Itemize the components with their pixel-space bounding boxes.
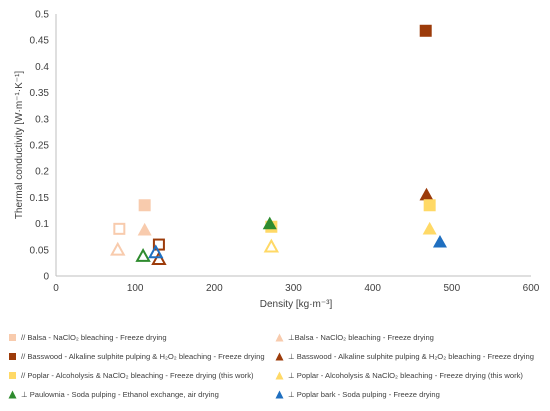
y-tick-label: 0 (43, 272, 49, 283)
x-tick-label: 0 (53, 283, 59, 294)
legend-triangle-swatch (275, 390, 284, 399)
y-tick-label: 0.35 (30, 88, 50, 99)
hollow-triangle-marker (135, 248, 151, 262)
legend-triangle-swatch (275, 371, 284, 380)
x-tick-label: 100 (127, 283, 144, 294)
legend-label: // Poplar - Alcoholysis & NaClO₂ bleachi… (21, 371, 254, 380)
triangle-marker (422, 221, 437, 235)
legend-square-swatch (9, 334, 16, 341)
legend-label: ⊥ Poplar bark - Soda pulping - Freeze dr… (288, 390, 440, 399)
legend-square-swatch (9, 372, 16, 379)
x-tick-label: 500 (443, 283, 460, 294)
y-tick-label: 0.3 (35, 114, 49, 125)
triangle-marker (137, 222, 152, 236)
legend-label: ⊥ Basswood - Alkaline sulphite pulping &… (288, 352, 534, 361)
hollow-triangle-marker (263, 238, 280, 253)
square-marker (138, 199, 151, 212)
square-marker (419, 24, 432, 37)
legend-item: ⊥ Paulownia - Soda pulping - Ethanol exc… (8, 390, 219, 399)
legend-item: ⊥ Basswood - Alkaline sulphite pulping &… (275, 352, 534, 361)
x-tick-label: 400 (364, 283, 381, 294)
y-tick-label: 0.05 (30, 245, 50, 256)
chart-axes (55, 14, 531, 277)
legend-item: // Basswood - Alkaline sulphite pulping … (8, 352, 265, 361)
y-tick-label: 0.4 (35, 62, 49, 73)
hollow-triangle-marker (148, 244, 164, 259)
hollow-square-marker (113, 222, 126, 235)
chart-legend: // Balsa - NaClO₂ bleaching - Freeze dry… (0, 328, 550, 408)
legend-triangle-swatch (8, 390, 17, 399)
triangle-marker (419, 187, 434, 201)
legend-label: ⊥ Paulownia - Soda pulping - Ethanol exc… (21, 390, 219, 399)
legend-item: ⊥ Poplar bark - Soda pulping - Freeze dr… (275, 390, 440, 399)
hollow-square-marker (152, 238, 165, 251)
legend-item: ⊥ Poplar - Alcoholysis & NaClO₂ bleachin… (275, 371, 523, 380)
legend-label: // Basswood - Alkaline sulphite pulping … (21, 352, 265, 361)
x-tick-label: 200 (206, 283, 223, 294)
legend-label: ⊥ Poplar - Alcoholysis & NaClO₂ bleachin… (288, 371, 523, 380)
chart-tick-labels: 0 100 200 300 400 500 600 0 0.05 0.1 0.15 0.2 0.25 0.… (30, 10, 540, 295)
y-tick-label: 0.45 (30, 36, 50, 47)
legend-triangle-swatch (275, 352, 284, 361)
y-axis-title: Thermal conductivity [W·m⁻¹·K⁻¹] (14, 71, 25, 220)
legend-label: ⊥Balsa - NaClO₂ bleaching - Freeze dryin… (288, 333, 434, 342)
hollow-triangle-marker (110, 241, 126, 256)
y-tick-label: 0.5 (35, 10, 49, 21)
x-tick-label: 600 (523, 283, 540, 294)
y-tick-label: 0.1 (35, 219, 49, 230)
legend-label: // Balsa - NaClO₂ bleaching - Freeze dry… (21, 333, 167, 342)
x-tick-label: 300 (285, 283, 302, 294)
legend-triangle-swatch (275, 333, 284, 342)
y-tick-label: 0.15 (30, 193, 50, 204)
y-tick-label: 0.25 (30, 141, 50, 152)
triangle-marker (262, 216, 277, 230)
legend-item: // Poplar - Alcoholysis & NaClO₂ bleachi… (8, 371, 254, 380)
legend-square-swatch (9, 353, 16, 360)
legend-item: // Balsa - NaClO₂ bleaching - Freeze dry… (8, 333, 167, 342)
hollow-triangle-marker (151, 251, 167, 266)
y-tick-label: 0.2 (35, 167, 49, 178)
legend-item: ⊥Balsa - NaClO₂ bleaching - Freeze dryin… (275, 333, 434, 342)
square-marker (423, 199, 436, 212)
chart-markers (110, 24, 447, 266)
triangle-marker (432, 234, 447, 248)
x-axis-title: Density [kg·m⁻³] (260, 299, 333, 310)
